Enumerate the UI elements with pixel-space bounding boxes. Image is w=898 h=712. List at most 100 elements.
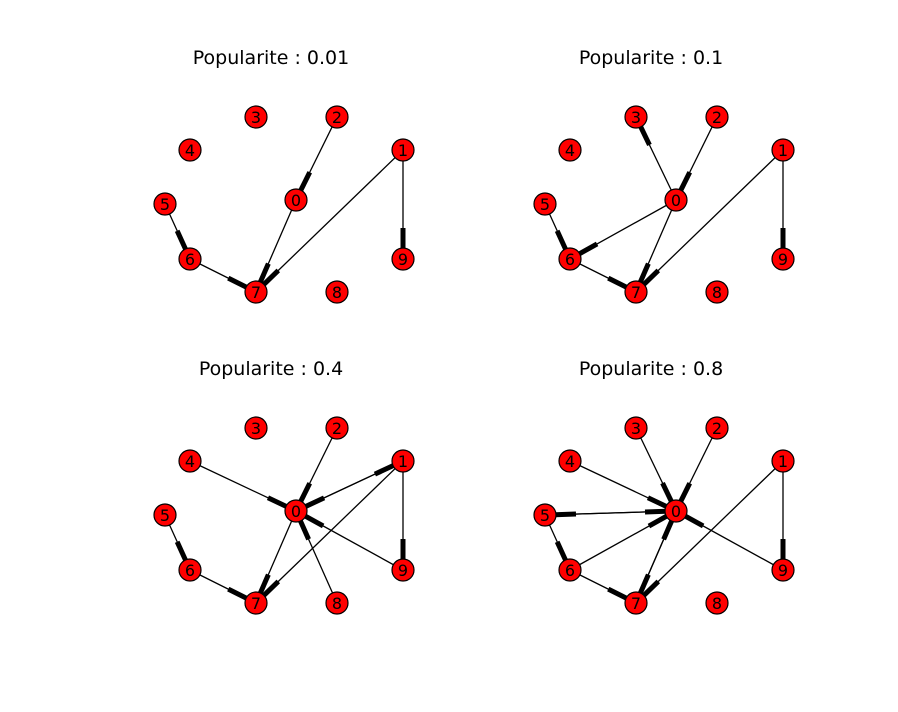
nodes-layer: 0 1 2 3 4 5 6 7 8 9 bbox=[153, 105, 415, 304]
node-label: 5 bbox=[160, 195, 170, 214]
node-label: 0 bbox=[291, 502, 301, 521]
node-circle bbox=[244, 280, 268, 304]
edge-head-0-1 bbox=[373, 462, 395, 477]
node-circle bbox=[771, 138, 795, 162]
edge-head-4-0 bbox=[646, 495, 669, 509]
node-1: 1 bbox=[391, 449, 415, 473]
node-circle bbox=[771, 247, 795, 271]
node-label: 0 bbox=[671, 191, 681, 210]
node-4: 4 bbox=[558, 138, 582, 162]
node-label: 8 bbox=[332, 283, 342, 302]
edges-layer bbox=[164, 116, 406, 293]
node-circle bbox=[391, 449, 415, 473]
node-circle bbox=[325, 591, 349, 615]
node-circle bbox=[325, 416, 349, 440]
node-circle bbox=[558, 449, 582, 473]
edge-head-0-5 bbox=[554, 511, 577, 518]
node-label: 1 bbox=[398, 452, 408, 471]
node-label: 5 bbox=[160, 506, 170, 525]
node-6: 6 bbox=[558, 558, 582, 582]
node-label: 0 bbox=[291, 191, 301, 210]
edge-head-0-6 bbox=[577, 241, 599, 257]
node-1: 1 bbox=[771, 449, 795, 473]
edge-head-5-6 bbox=[554, 540, 569, 562]
edge-head-4-0 bbox=[266, 495, 289, 509]
node-label: 3 bbox=[251, 108, 261, 127]
edge-head-9-0 bbox=[683, 513, 705, 529]
node-label: 6 bbox=[565, 561, 575, 580]
panel-1: Popularite : 0.1 0 1 2 3 4 5 6 7 8 9 bbox=[533, 47, 795, 304]
edge-head-2-0 bbox=[678, 482, 692, 504]
node-label: 6 bbox=[565, 250, 575, 269]
node-label: 5 bbox=[540, 195, 550, 214]
node-label: 1 bbox=[778, 141, 788, 160]
node-3: 3 bbox=[244, 416, 268, 440]
node-label: 9 bbox=[778, 561, 788, 580]
node-label: 2 bbox=[712, 108, 722, 127]
node-label: 8 bbox=[332, 594, 342, 613]
node-circle bbox=[624, 105, 648, 129]
node-5: 5 bbox=[533, 503, 557, 527]
node-7: 7 bbox=[244, 591, 268, 615]
edge-head-6-7 bbox=[607, 586, 629, 601]
edge-head-0-7 bbox=[637, 573, 651, 595]
node-label: 7 bbox=[251, 594, 261, 613]
edges-layer bbox=[544, 427, 786, 604]
node-6: 6 bbox=[558, 247, 582, 271]
node-8: 8 bbox=[325, 280, 349, 304]
node-label: 8 bbox=[712, 283, 722, 302]
node-1: 1 bbox=[391, 138, 415, 162]
edge-head-1-7 bbox=[261, 579, 281, 598]
node-label: 8 bbox=[712, 594, 722, 613]
edge-head-8-0 bbox=[297, 519, 311, 541]
node-circle bbox=[391, 558, 415, 582]
node-circle bbox=[391, 247, 415, 271]
panel-2: Popularite : 0.4 0 1 2 3 4 5 6 7 8 9 bbox=[153, 358, 415, 615]
nodes-layer: 0 1 2 3 4 5 6 7 8 9 bbox=[533, 416, 795, 615]
node-8: 8 bbox=[325, 591, 349, 615]
node-circle bbox=[178, 138, 202, 162]
node-circle bbox=[664, 499, 688, 523]
node-circle bbox=[178, 558, 202, 582]
panel-3: Popularite : 0.8 0 1 2 3 4 5 6 7 8 9 bbox=[533, 358, 795, 615]
node-2: 2 bbox=[705, 105, 729, 129]
node-label: 2 bbox=[712, 419, 722, 438]
node-circle bbox=[705, 416, 729, 440]
node-2: 2 bbox=[325, 105, 349, 129]
node-circle bbox=[771, 449, 795, 473]
node-6: 6 bbox=[178, 558, 202, 582]
node-label: 9 bbox=[778, 250, 788, 269]
edge-head-5-6 bbox=[174, 540, 189, 562]
node-label: 6 bbox=[185, 250, 195, 269]
node-label: 1 bbox=[398, 141, 408, 160]
node-label: 1 bbox=[778, 452, 788, 471]
node-circle bbox=[705, 105, 729, 129]
panel-title: Popularite : 0.8 bbox=[579, 358, 723, 380]
edge-1-7 bbox=[635, 149, 784, 293]
panel-title: Popularite : 0.4 bbox=[199, 358, 343, 380]
node-label: 6 bbox=[185, 561, 195, 580]
edge-head-0-3 bbox=[638, 124, 652, 147]
node-circle bbox=[558, 558, 582, 582]
node-9: 9 bbox=[391, 558, 415, 582]
node-5: 5 bbox=[153, 192, 177, 216]
node-circle bbox=[178, 247, 202, 271]
node-7: 7 bbox=[624, 591, 648, 615]
node-label: 0 bbox=[671, 502, 681, 521]
node-circle bbox=[624, 416, 648, 440]
edge-head-2-0 bbox=[298, 171, 312, 193]
node-circle bbox=[244, 105, 268, 129]
node-circle bbox=[705, 280, 729, 304]
panel-title: Popularite : 0.01 bbox=[193, 47, 349, 69]
edge-1-7 bbox=[255, 460, 404, 604]
edge-head-6-7 bbox=[607, 275, 629, 290]
panel-0: Popularite : 0.01 0 1 2 3 4 5 6 7 8 9 bbox=[153, 47, 415, 304]
node-circle bbox=[153, 503, 177, 527]
edge-head-1-7 bbox=[641, 268, 661, 287]
edge-head-0-7 bbox=[257, 262, 271, 284]
node-5: 5 bbox=[153, 503, 177, 527]
edge-head-1-7 bbox=[641, 579, 661, 598]
node-circle bbox=[624, 591, 648, 615]
node-3: 3 bbox=[244, 105, 268, 129]
